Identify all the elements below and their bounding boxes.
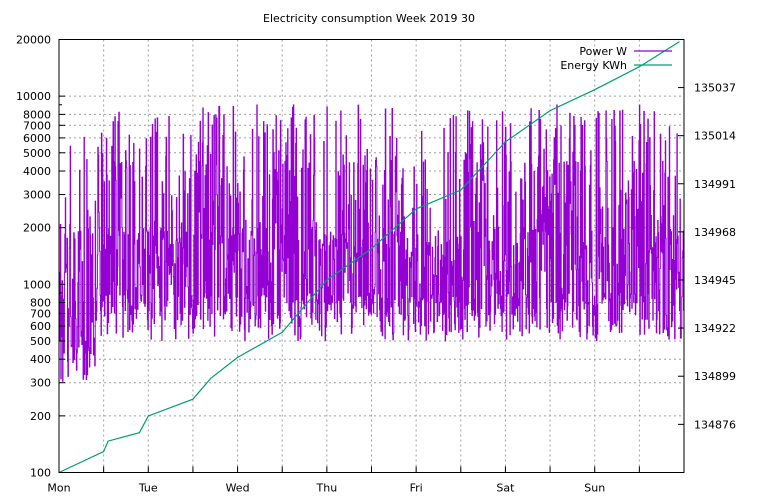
y-left-tick-label: 800 (30, 297, 51, 310)
y-right-tick-label: 135037 (694, 82, 736, 95)
chart-title: Electricity consumption Week 2019 30 (263, 12, 475, 25)
x-tick-label: Sat (496, 482, 515, 495)
y-left-tick-label: 3000 (23, 189, 51, 202)
y-left-tick-label: 4000 (23, 165, 51, 178)
y-left-tick-label: 10000 (16, 90, 51, 103)
energy-series (58, 41, 680, 474)
y-left-tick-label: 200 (30, 410, 51, 423)
x-axis: Mon Tue Wed Thu Fri Sat Sun (47, 466, 685, 495)
legend-label: Power W (579, 45, 627, 58)
y-left-tick-label: 7000 (23, 119, 51, 132)
power-line (58, 104, 685, 382)
x-tick-label: Mon (47, 482, 70, 495)
legend-label: Energy KWh (560, 59, 627, 72)
y-right-tick-label: 134945 (694, 274, 736, 287)
x-tick-label: Thu (316, 482, 338, 495)
y-left-tick-label: 8000 (23, 108, 51, 121)
y-left-tick-label: 5000 (23, 147, 51, 160)
y-left-tick-label: 2000 (23, 222, 51, 235)
x-tick-label: Tue (138, 482, 158, 495)
y-right-tick-label: 134899 (694, 370, 736, 383)
x-tick-label: Fri (410, 482, 423, 495)
y-right-tick-label: 134991 (694, 178, 736, 191)
y-left-tick-label: 500 (30, 335, 51, 348)
y-right-tick-label: 135014 (694, 130, 736, 143)
y-left-tick-label: 100 (30, 467, 51, 480)
y-left-tick-label: 20000 (16, 34, 51, 47)
y-left-tick-label: 400 (30, 353, 51, 366)
energy-line (58, 41, 680, 474)
y-left-tick-label: 300 (30, 377, 51, 390)
power-series (58, 104, 685, 382)
y-left-tick-label: 6000 (23, 132, 51, 145)
y-left-tick-label: 600 (30, 320, 51, 333)
y-right-axis: 134876 134899 134922 134945 134968 134991 1350… (678, 82, 736, 431)
y-left-tick-label: 700 (30, 307, 51, 320)
x-tick-label: Wed (226, 482, 250, 495)
y-right-tick-label: 134968 (694, 226, 736, 239)
x-tick-label: Sun (584, 482, 605, 495)
y-right-tick-label: 134922 (694, 322, 736, 335)
y-right-tick-label: 134876 (694, 418, 736, 431)
y-left-tick-label: 1000 (23, 278, 51, 291)
